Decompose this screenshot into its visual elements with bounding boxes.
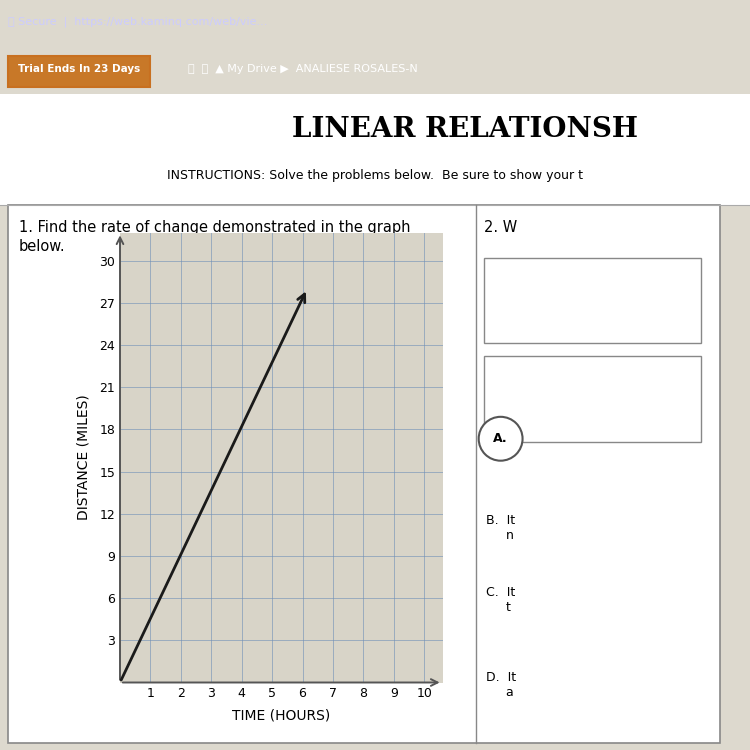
- Text: D.  It
     a: D. It a: [486, 671, 516, 699]
- Bar: [8, 206, 720, 743]
- Bar: [484, 356, 701, 442]
- Bar: [484, 258, 701, 344]
- Text: A.: A.: [494, 432, 508, 445]
- Text: LINEAR RELATIONSH: LINEAR RELATIONSH: [292, 116, 638, 143]
- Text: 2. W: 2. W: [484, 220, 517, 235]
- Text: C.  It
     t: C. It t: [486, 586, 515, 614]
- Bar: [8, 56, 150, 87]
- Bar: [0, 94, 750, 206]
- Y-axis label: DISTANCE (MILES): DISTANCE (MILES): [77, 394, 91, 520]
- Text: 🔒 Secure  |  https://web.kaminq.com/web/vie...: 🔒 Secure | https://web.kaminq.com/web/vi…: [8, 16, 267, 27]
- Text: INSTRUCTIONS: Solve the problems below.  Be sure to show your t: INSTRUCTIONS: Solve the problems below. …: [167, 170, 583, 182]
- X-axis label: TIME (HOURS): TIME (HOURS): [232, 709, 330, 723]
- Text: B.  It
     n: B. It n: [486, 514, 515, 542]
- Text: below.: below.: [19, 239, 65, 254]
- Text: Trial Ends In 23 Days: Trial Ends In 23 Days: [18, 64, 140, 74]
- Text: 1. Find the rate of change demonstrated in the graph: 1. Find the rate of change demonstrated …: [19, 220, 410, 235]
- Circle shape: [478, 417, 523, 460]
- Text: ⬜  🔍  ▲ My Drive ▶  ANALIESE ROSALES-N: ⬜ 🔍 ▲ My Drive ▶ ANALIESE ROSALES-N: [188, 64, 417, 74]
